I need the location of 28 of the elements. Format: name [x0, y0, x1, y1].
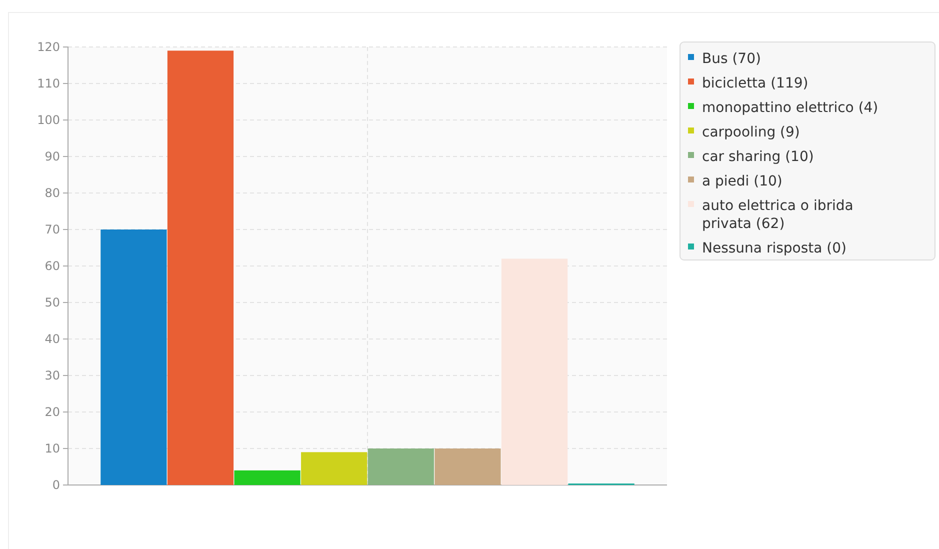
legend-label: Bus (70) [702, 50, 761, 67]
y-tick-label: 30 [44, 368, 60, 382]
legend-label: auto elettrica o ibrida privata (62) [702, 198, 854, 232]
y-tick-label: 110 [37, 76, 60, 90]
y-tick-label: 120 [37, 40, 60, 54]
bar [434, 448, 501, 485]
legend-label: car sharing (10) [702, 148, 814, 165]
legend-label: a piedi (10) [702, 173, 782, 190]
y-tick-label: 0 [52, 478, 60, 492]
y-tick-label: 10 [44, 441, 60, 456]
bar [234, 470, 300, 485]
legend-label: carpooling (9) [702, 124, 800, 140]
y-tick-label: 70 [44, 222, 60, 236]
bar [100, 230, 167, 485]
y-tick-label: 60 [44, 258, 60, 273]
legend-label: bicicletta (119) [702, 75, 808, 92]
bar [167, 50, 234, 485]
y-tick-label: 50 [44, 295, 60, 310]
y-tick-label: 40 [44, 332, 60, 346]
legend-label: monopattino elettrico (4) [702, 100, 878, 116]
y-tick-label: 90 [44, 149, 60, 164]
legend-label: Nessuna risposta (0) [702, 240, 846, 256]
y-tick-label: 20 [44, 404, 60, 419]
bar [368, 448, 434, 485]
bar [501, 258, 568, 485]
bar [301, 452, 368, 485]
y-tick-label: 100 [37, 112, 60, 127]
y-tick-label: 80 [44, 186, 60, 200]
